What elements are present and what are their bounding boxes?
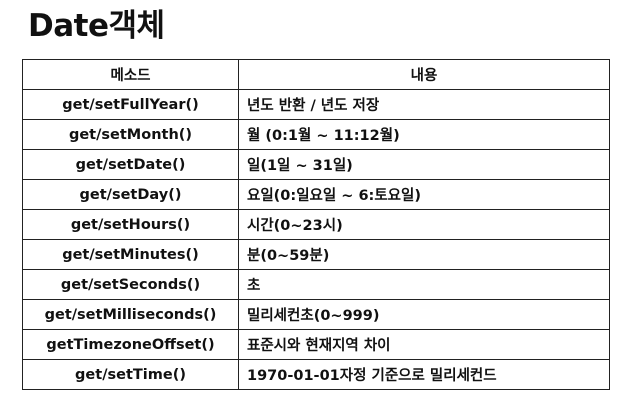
method-cell: get/setMonth() [22,119,239,150]
description-cell: 분(0~59분) [238,239,610,270]
page-title: Date객체 [28,8,165,44]
description-cell: 년도 반환 / 년도 저장 [238,89,610,120]
method-cell: get/setDate() [22,149,239,180]
description-cell: 월 (0:1월 ~ 11:12월) [238,119,610,150]
method-cell: get/setDay() [22,179,239,210]
description-cell: 요일(0:일요일 ~ 6:토요일) [238,179,610,210]
method-cell: get/setSeconds() [22,269,239,300]
date-methods-table: 메소드 내용 get/setFullYear() 년도 반환 / 년도 저장 g… [22,59,610,390]
description-cell: 1970-01-01자정 기준으로 밀리세컨드 [238,359,610,390]
description-cell: 일(1일 ~ 31일) [238,149,610,180]
header-method: 메소드 [22,59,239,90]
table-row: get/setDate() 일(1일 ~ 31일) [22,149,610,180]
header-description: 내용 [238,59,610,90]
method-cell: get/setTime() [22,359,239,390]
description-cell: 표준시와 현재지역 차이 [238,329,610,360]
description-cell: 밀리세컨초(0~999) [238,299,610,330]
method-cell: getTimezoneOffset() [22,329,239,360]
table-row: get/setDay() 요일(0:일요일 ~ 6:토요일) [22,179,610,210]
method-cell: get/setMilliseconds() [22,299,239,330]
method-cell: get/setMinutes() [22,239,239,270]
table-row: get/setMonth() 월 (0:1월 ~ 11:12월) [22,119,610,150]
method-cell: get/setFullYear() [22,89,239,120]
description-cell: 시간(0~23시) [238,209,610,240]
table-row: get/setMinutes() 분(0~59분) [22,239,610,270]
table-header-row: 메소드 내용 [22,59,610,90]
table-row: get/setTime() 1970-01-01자정 기준으로 밀리세컨드 [22,359,610,390]
table-row: get/setMilliseconds() 밀리세컨초(0~999) [22,299,610,330]
table-row: get/setSeconds() 초 [22,269,610,300]
table-row: getTimezoneOffset() 표준시와 현재지역 차이 [22,329,610,360]
method-cell: get/setHours() [22,209,239,240]
table-row: get/setHours() 시간(0~23시) [22,209,610,240]
description-cell: 초 [238,269,610,300]
table-row: get/setFullYear() 년도 반환 / 년도 저장 [22,89,610,120]
